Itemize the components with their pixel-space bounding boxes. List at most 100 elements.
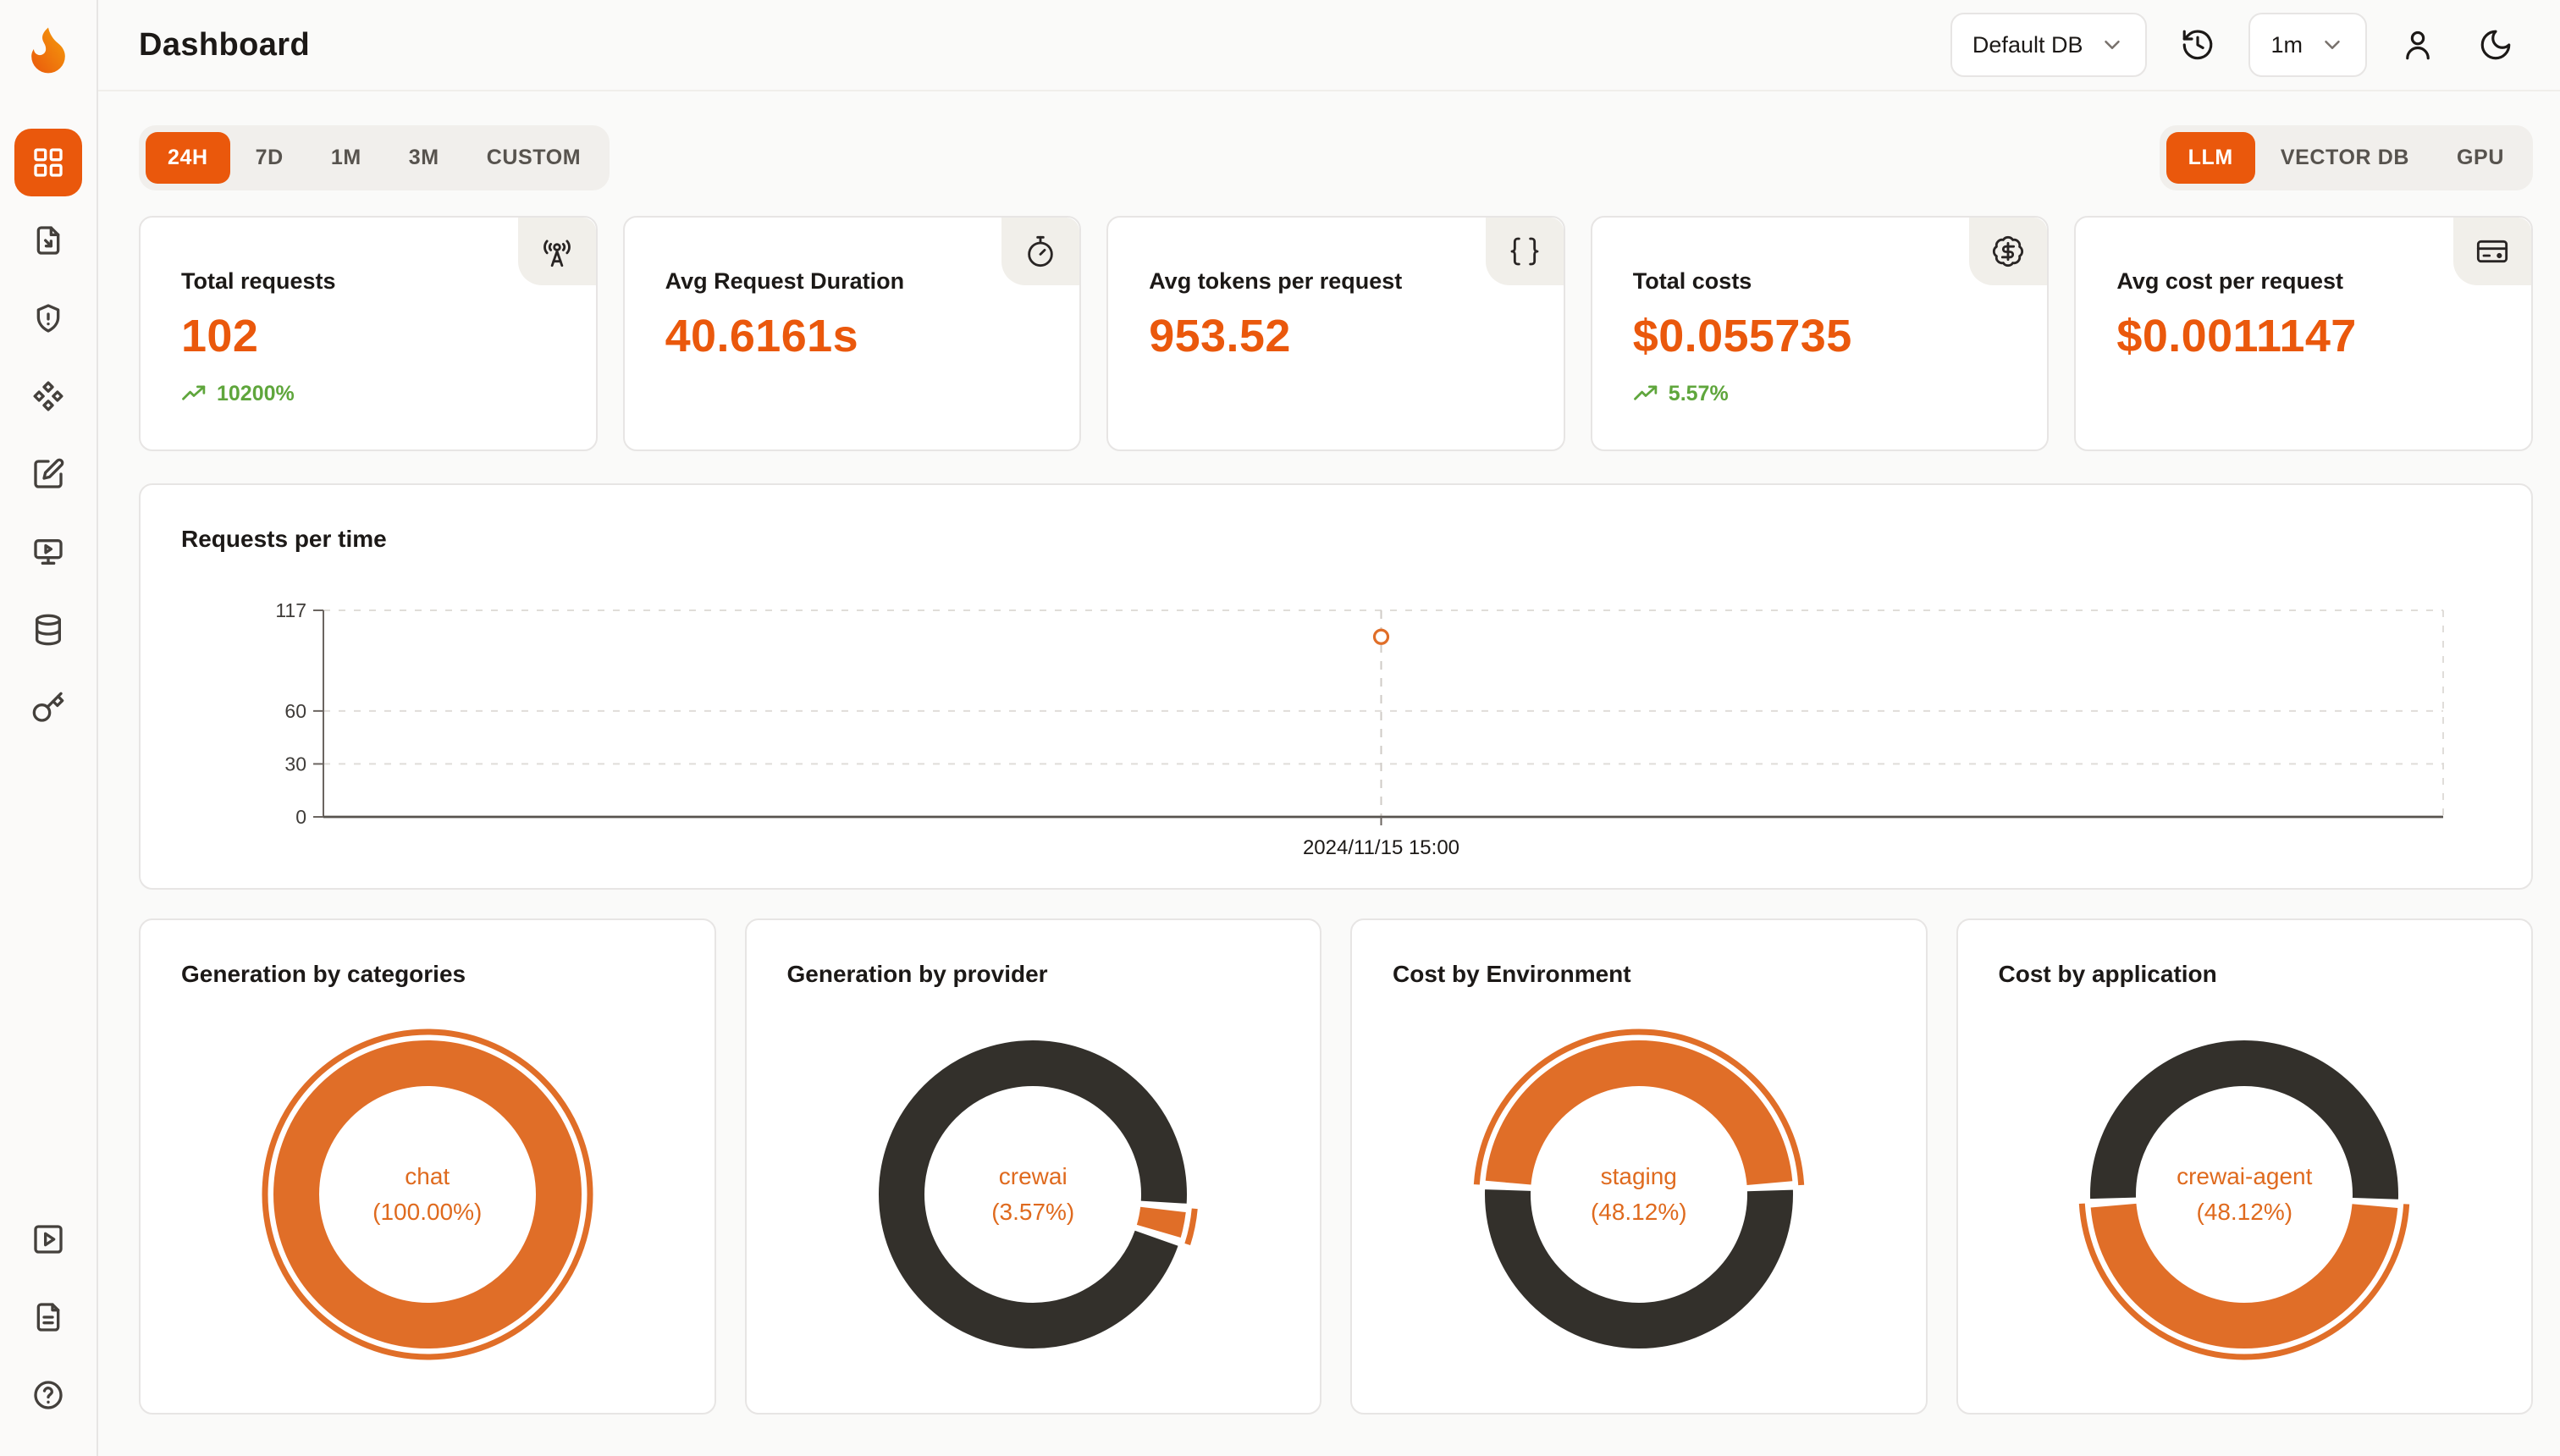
stat-icon-badge [2452,218,2531,285]
donut-ring [1470,1025,1808,1364]
sidebar-item-dashboard[interactable] [14,129,82,196]
top-bar: Dashboard Default DB 1m [98,0,2560,91]
donut-card-environment: Cost by Environment staging (48.12%) [1350,918,1928,1415]
time-range-tabs: 24H 7D 1M 3M CUSTOM [139,125,610,190]
tab-gpu[interactable]: GPU [2435,132,2526,184]
tab-7d[interactable]: 7D [234,132,306,184]
sidebar-item-playground[interactable] [14,518,82,586]
svg-text:0: 0 [295,806,306,828]
database-select[interactable]: Default DB [1950,13,2148,77]
stat-card-avg-duration: Avg Request Duration 40.6161s [622,216,1082,451]
tab-custom[interactable]: CUSTOM [465,132,603,184]
interval-select[interactable]: 1m [2248,13,2367,77]
chart-title: Requests per time [181,526,387,552]
source-tabs: LLM VECTOR DB GPU [2159,125,2533,190]
shield-alert-icon [36,304,60,333]
sidebar-item-requests[interactable] [14,207,82,274]
svg-text:2024/11/15 15:00: 2024/11/15 15:00 [1303,836,1459,859]
stat-delta: 10200% [181,381,555,406]
stat-card-avg-cost: Avg cost per request $0.0011147 [2074,216,2533,451]
stat-delta: 5.57% [1633,381,2007,406]
top-bar-controls: Default DB 1m [1950,13,2523,77]
svg-text:117: 117 [275,599,306,621]
stat-value: 40.6161s [665,311,859,361]
tab-1m[interactable]: 1M [309,132,383,184]
square-play-icon [34,1225,63,1254]
stats-row: Total requests 102 10200% [139,216,2533,451]
stat-value: 953.52 [1149,311,1291,361]
page-title: Dashboard [139,26,311,63]
donut-ring [863,1025,1202,1364]
donut-card-provider: Generation by provider crewai (3.57%) [744,918,1321,1415]
history-icon [2183,30,2213,60]
diamonds-icon [33,381,63,411]
profile-button[interactable] [2391,18,2445,72]
tab-vector-db[interactable]: VECTOR DB [2259,132,2431,184]
tab-3m[interactable]: 3M [387,132,461,184]
sidebar-item-documentation[interactable] [14,1283,82,1351]
tabs-row: 24H 7D 1M 3M CUSTOM LLM VECTOR DB GPU [139,125,2533,190]
moon-icon [2480,30,2511,60]
stat-value: $0.0011147 [2116,311,2357,361]
sidebar-item-prompt-hub[interactable] [14,362,82,430]
radio-tower-icon [543,240,571,267]
donut-title: Generation by categories [181,961,466,987]
sidebar-item-support[interactable] [14,1361,82,1429]
stat-icon-badge [1485,218,1564,285]
dark-mode-toggle[interactable] [2469,18,2523,72]
interval-select-value: 1m [2270,31,2303,58]
file-text-icon [36,1303,60,1332]
sidebar-item-vault[interactable] [14,440,82,508]
sidebar-item-databases[interactable] [14,596,82,664]
app-logo-flame-icon [31,27,65,74]
requests-chart-card: Requests per time 0 30 60 117 2024/11/15 15:… [139,483,2533,890]
environment-donut-chart: staging (48.12%) [1470,1025,1808,1364]
badge-dollar-icon [1993,235,2024,267]
sidebar-nav [14,129,82,742]
stat-icon-badge [1001,218,1080,285]
refresh-history-button[interactable] [2171,18,2225,72]
database-select-value: Default DB [1972,31,2083,58]
categories-donut-chart: chat (100.00%) [258,1025,597,1364]
stat-card-total-costs: Total costs $0.055735 5.57% [1590,216,2050,451]
chevron-down-icon [2105,41,2121,49]
user-icon [2406,30,2430,60]
sidebar-item-getting-started[interactable] [14,1205,82,1273]
dashboard-grid-icon [34,148,63,177]
stat-card-total-requests: Total requests 102 10200% [139,216,598,451]
trending-up-icon [1633,385,1658,400]
sidebar-item-api-keys[interactable] [14,674,82,742]
donut-title: Generation by provider [786,961,1048,987]
stat-label: Avg Request Duration [665,268,905,294]
donut-ring [258,1025,597,1364]
stat-label: Avg tokens per request [1149,268,1403,294]
tab-llm[interactable]: LLM [2166,132,2255,184]
key-icon [32,692,64,722]
donut-title: Cost by application [1998,961,2217,987]
donut-card-application: Cost by application crewai-agent (48.12%… [1956,918,2533,1415]
stat-icon-badge [1969,218,2048,285]
tab-24h[interactable]: 24H [146,132,230,184]
stat-value: $0.055735 [1632,311,1852,361]
credit-card-icon [2476,240,2508,263]
sidebar-item-exceptions[interactable] [14,284,82,352]
monitor-play-icon [34,539,63,565]
provider-donut-chart: crewai (3.57%) [863,1025,1202,1364]
trending-up-icon [182,385,206,400]
application-donut-chart: crewai-agent (48.12%) [2075,1025,2414,1364]
stat-value: 102 [181,311,259,361]
stat-label: Total costs [1632,268,1752,294]
stat-label: Avg cost per request [2116,268,2343,294]
donuts-row: Generation by categories chat (100.00%) … [139,918,2533,1415]
main-column: Dashboard Default DB 1m [98,0,2560,1456]
svg-text:30: 30 [284,753,306,775]
circle-help-icon [34,1381,63,1409]
database-icon [36,614,62,646]
stat-card-avg-tokens: Avg tokens per request 953.52 [1106,216,1565,451]
braces-icon [1510,237,1539,266]
file-export-icon [36,226,60,255]
donut-title: Cost by Environment [1393,961,1631,987]
donut-card-categories: Generation by categories chat (100.00%) [139,918,716,1415]
square-pen-icon [34,458,64,488]
